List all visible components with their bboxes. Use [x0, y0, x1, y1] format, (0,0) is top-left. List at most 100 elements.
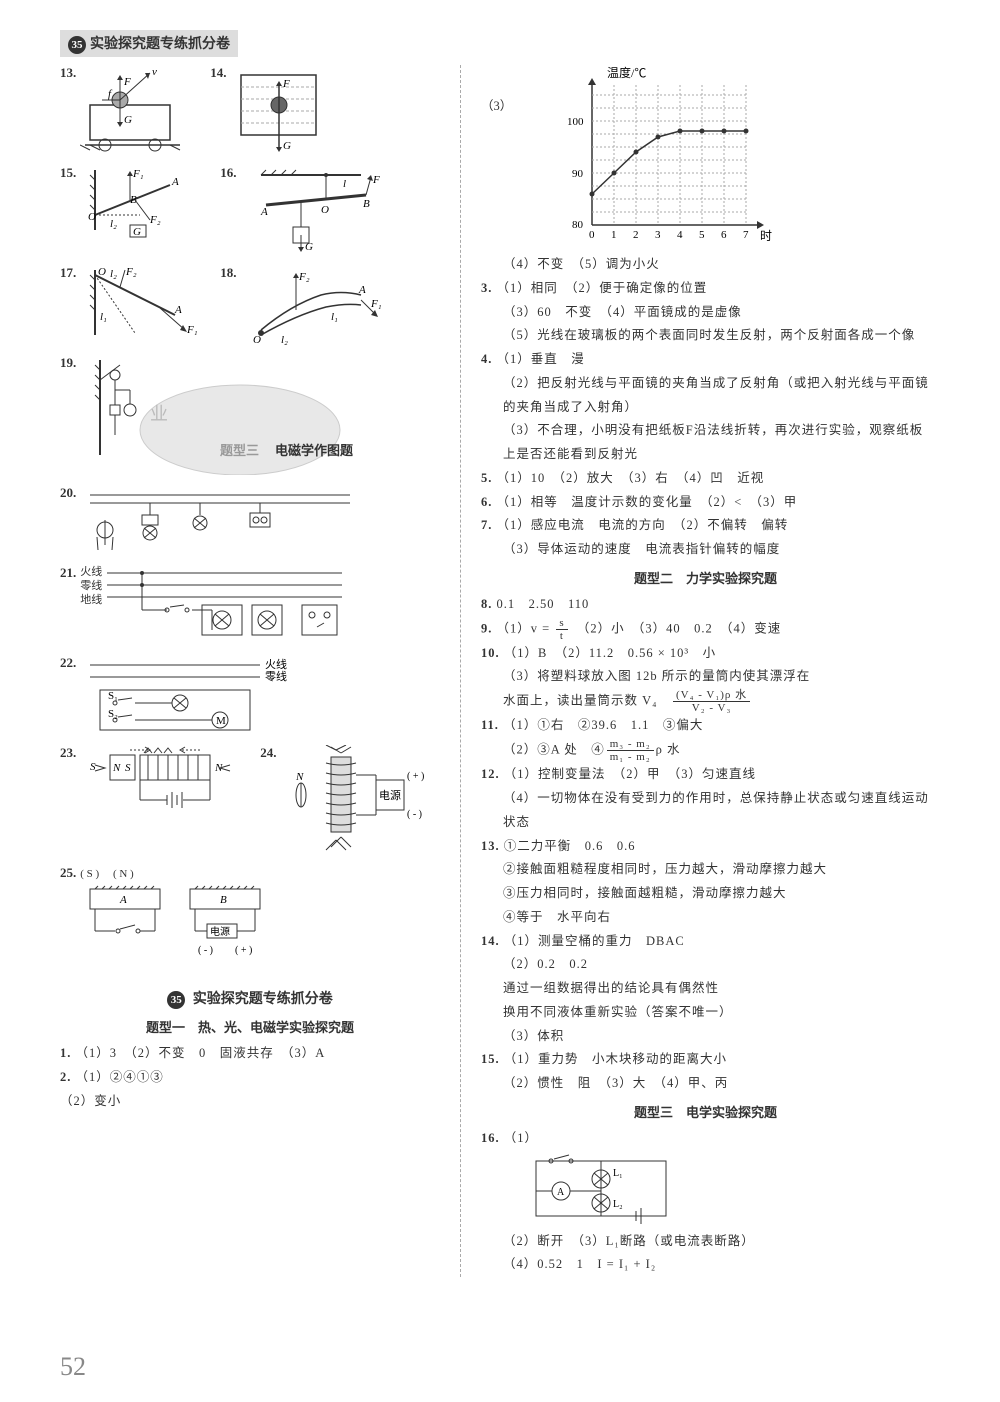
svg-text:6: 6 — [721, 229, 727, 241]
right-answers-block: （4）不变 （5）调为小火3. （1）相同 （2）便于确定像的位置（3）60 不… — [481, 253, 930, 1277]
svg-text:A: A — [171, 176, 179, 188]
answer-line: ③压力相同时，接触面越粗糙，滑动摩擦力越大 — [481, 882, 930, 906]
answer-line: （3）导体运动的速度 电流表指针偏转的幅度 — [481, 538, 930, 562]
svg-text:M: M — [216, 715, 226, 727]
diagram-21-svg — [102, 565, 352, 645]
answer-line: 6. （1）相等 温度计示数的变化量 （2）< （3）甲 — [481, 491, 930, 515]
answer-line: （2）0.2 0.2 — [481, 953, 930, 977]
diagram-19-svg: 业 题型三 电磁学作图题 — [80, 355, 360, 475]
svg-text:S: S — [125, 762, 131, 774]
svg-text:时间/min: 时间/min — [760, 229, 772, 243]
answer-line: 2. （1）②④①③ — [60, 1066, 440, 1090]
svg-text:l₁: l₁ — [331, 311, 338, 323]
svg-text:B: B — [130, 194, 137, 206]
svg-text:l₂: l₂ — [110, 268, 117, 280]
right-column: （3） 温度/℃ — [460, 65, 930, 1277]
section-35-title: 35 实验探究题专练抓分卷 — [60, 988, 440, 1009]
answer-line: （4）一切物体在没有受到力的作用时，总保持静止状态或匀速直线运动状态 — [481, 787, 930, 835]
svg-text:0: 0 — [589, 229, 595, 241]
svg-text:F: F — [282, 78, 290, 90]
diagram-22: 22. 火线 零线 S₁ S₂ M — [60, 655, 440, 735]
svg-text:L₁: L₁ — [613, 1168, 623, 1179]
diagram-14: 14. F G — [210, 65, 330, 155]
subsection-1: 题型一 热、光、电磁学实验探究题 — [60, 1017, 440, 1036]
answer-line: 13. ①二力平衡 0.6 0.6 — [481, 835, 930, 859]
diagram-13: 13. v F f G — [60, 65, 190, 155]
svg-text:N: N — [112, 762, 121, 774]
svg-text:业: 业 — [150, 404, 168, 424]
svg-text:F₂: F₂ — [125, 266, 137, 278]
svg-text:电源: 电源 — [379, 788, 401, 802]
page-number: 52 — [60, 1352, 86, 1382]
answer-line: （2）断开 （3）L₁断路（或电流表断路） — [481, 1230, 930, 1254]
answer-line: （3）不合理，小明没有把纸板F沿法线折转，再次进行实验，观察纸板上是否还能看到反… — [481, 419, 930, 467]
svg-text:N: N — [295, 771, 304, 783]
subsection-title: 题型三 电学实验探究题 — [481, 1102, 930, 1121]
diagram-25-svg: A B 电源 ( - ) ( + ) — [80, 881, 290, 966]
answer-line: （2）③A 处 ④m₃ - m₂m₁ - m₂ρ 水 — [481, 738, 930, 763]
diagram-17: 17. O l₂ F₂ A l₁ F₁ — [60, 265, 200, 345]
answer-line: 15. （1）重力势 小木块移动的距离大小 — [481, 1048, 930, 1072]
answer-line: （3）将塑料球放入图 12b 所示的量筒内使其漂浮在 — [481, 665, 930, 689]
circuit-16: L₁L₂A — [521, 1151, 930, 1230]
svg-text:A: A — [119, 894, 127, 906]
answer-line: 10. （1）B （2）11.2 0.56 × 10³ 小 — [481, 642, 930, 666]
answer-line: （3）60 不变 （4）平面镜成的是虚像 — [481, 301, 930, 325]
svg-text:F₁: F₁ — [132, 168, 144, 180]
diagram-20-svg — [80, 485, 360, 555]
svg-text:O: O — [88, 211, 96, 223]
svg-text:G: G — [124, 114, 132, 126]
svg-text:80: 80 — [572, 219, 584, 231]
answer-line: 12. （1）控制变量法 （2）甲 （3）匀速直线 — [481, 763, 930, 787]
svg-text:O: O — [98, 266, 106, 278]
svg-text:100: 100 — [567, 116, 584, 128]
answer-line: （4）0.52 1 I = I₁ + I₂ — [481, 1253, 930, 1277]
svg-text:A: A — [260, 206, 268, 218]
diagram-18: 18. O F₂ A F₁ l₁ l₂ — [220, 265, 380, 345]
svg-text:S₁: S₁ — [108, 690, 118, 702]
svg-text:( + ): ( + ) — [407, 771, 424, 782]
diagram-14-svg: F G — [231, 65, 331, 155]
answer-line: 9. （1）v = st （2）小 （3）40 0.2 （4）变速 — [481, 617, 930, 642]
subsection-title: 题型二 力学实验探究题 — [481, 568, 930, 587]
diagram-23: 23. S N S N — [60, 745, 240, 835]
answer-line: 5. （1）10 （2）放大 （3）右 （4）凹 近视 — [481, 467, 930, 491]
diagram-20: 20. — [60, 485, 440, 555]
svg-text:90: 90 — [572, 168, 584, 180]
svg-text:( - ): ( - ) — [407, 809, 422, 820]
diagram-13-svg: v F f G — [80, 65, 190, 155]
diagram-22-svg: 火线 零线 S₁ S₂ M — [80, 655, 330, 735]
svg-text:F₁: F₁ — [370, 298, 381, 310]
answer-line: （2）变小 — [60, 1090, 440, 1114]
answer-line: ②接触面粗糙程度相同时，压力越大，滑动摩擦力越大 — [481, 858, 930, 882]
svg-text:2: 2 — [633, 229, 639, 241]
svg-text:F₂: F₂ — [298, 271, 310, 283]
svg-text:l₂: l₂ — [110, 218, 117, 230]
header-number-circle: 35 — [68, 36, 86, 54]
answer-line: 8. 0.1 2.50 110 — [481, 593, 930, 617]
svg-text:O: O — [321, 204, 329, 216]
svg-text:( - ): ( - ) — [198, 945, 213, 956]
fire-line-label: 火线 — [80, 565, 102, 579]
svg-text:3: 3 — [655, 229, 661, 241]
svg-text:温度/℃: 温度/℃ — [607, 65, 646, 80]
answer-line: 换用不同液体重新实验（答案不唯一） — [481, 1001, 930, 1025]
diagram-21: 21. 火线 零线 地线 — [60, 565, 440, 645]
answer-line: （2）惯性 阻 （3）大 （4）甲、丙 — [481, 1072, 930, 1096]
svg-text:G: G — [133, 226, 141, 238]
answer-line: （3）体积 — [481, 1025, 930, 1049]
main-columns: 13. v F f G — [60, 65, 960, 1277]
svg-text:电源: 电源 — [210, 925, 230, 938]
page-header: 35实验探究题专练抓分卷 — [60, 30, 238, 57]
svg-text:S₂: S₂ — [108, 708, 118, 720]
diagram-17-svg: O l₂ F₂ A l₁ F₁ — [80, 265, 200, 345]
answer-line: 7. （1）感应电流 电流的方向 （2）不偏转 偏转 — [481, 514, 930, 538]
svg-text:l₁: l₁ — [100, 311, 107, 323]
diagram-19: 19. 业 题型三 电磁学作图题 — [60, 355, 440, 475]
svg-text:F₁: F₁ — [186, 324, 198, 336]
svg-text:A: A — [174, 304, 182, 316]
answer-line: 11. （1）①右 ②39.6 1.1 ③偏大 — [481, 714, 930, 738]
diagram-24: 24. N — [260, 745, 430, 855]
svg-text:O: O — [253, 334, 261, 345]
svg-text:5: 5 — [699, 229, 705, 241]
